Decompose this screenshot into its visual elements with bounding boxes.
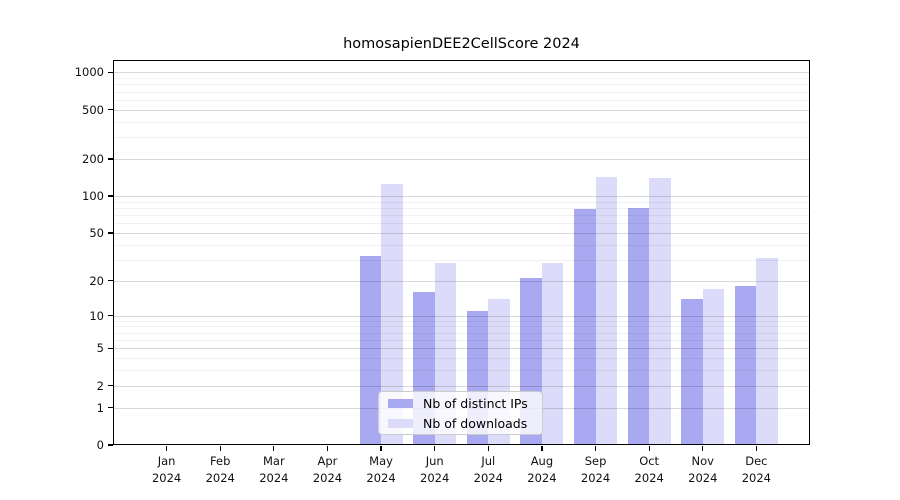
y-tick-label: 0 — [96, 438, 104, 452]
gridline-minor — [113, 244, 810, 246]
x-tick-label: Dec 2024 — [741, 454, 772, 485]
x-tick-label: Jul 2024 — [473, 454, 503, 485]
chart-title: homosapienDEE2CellScore 2024 — [343, 36, 580, 52]
gridline-major — [113, 232, 810, 234]
y-tick-label: 10 — [89, 308, 104, 323]
gridline-minor — [113, 207, 810, 209]
y-tick-mark — [107, 444, 113, 446]
gridline-minor — [113, 137, 810, 139]
gridline-minor — [113, 121, 810, 123]
y-tick-label: 1000 — [74, 65, 104, 80]
legend-swatch-downloads — [388, 418, 413, 428]
y-tick-mark — [107, 347, 113, 349]
gridline-major — [113, 72, 810, 74]
y-tick-mark — [107, 280, 113, 282]
y-tick-mark — [107, 158, 113, 160]
y-tick-mark — [107, 385, 113, 387]
x-tick-mark — [380, 445, 382, 451]
gridline-minor — [113, 84, 810, 86]
x-tick-mark — [326, 445, 329, 451]
bar-ips-oct — [627, 207, 650, 445]
x-tick-label: Mar 2024 — [259, 454, 289, 485]
y-tick-mark — [107, 315, 113, 317]
bar-downloads-nov — [702, 289, 725, 445]
y-tick-label: 1 — [96, 400, 104, 415]
x-tick-mark — [273, 445, 275, 451]
y-tick-mark — [107, 195, 113, 197]
x-tick-label: Jun 2024 — [420, 454, 450, 485]
y-tick-label: 50 — [89, 225, 104, 240]
x-tick-label: Feb 2024 — [205, 454, 235, 485]
plot-area: Nb of distinct IPs Nb of downloads 0 1 2 5 1… — [75, 60, 810, 485]
gridline-minor — [113, 259, 810, 261]
x-tick-mark — [755, 445, 757, 451]
gridline-major — [113, 196, 810, 198]
y-tick-mark — [107, 407, 113, 409]
y-tick-mark — [107, 71, 113, 73]
legend-item-distinct-ips: Nb of distinct IPs — [388, 396, 533, 411]
bar-ips-may — [359, 256, 382, 445]
gridline-major — [113, 109, 810, 111]
bar-downloads-sep — [595, 176, 618, 445]
x-tick-mark — [219, 445, 221, 451]
bar-ips-nov — [681, 298, 703, 445]
y-tick-label: 500 — [82, 102, 104, 117]
y-tick-label: 200 — [82, 151, 104, 166]
gridline-major — [113, 280, 810, 282]
y-tick-mark — [107, 232, 113, 234]
x-tick-label: Nov 2024 — [688, 454, 718, 485]
bar-downloads-oct — [649, 178, 671, 445]
gridline-minor — [113, 215, 810, 217]
y-tick-label: 2 — [96, 378, 104, 393]
x-tick-label: Apr 2024 — [312, 454, 343, 485]
x-tick-label: Sep 2024 — [580, 454, 611, 485]
gridline-major — [113, 158, 810, 160]
bar-downloads-dec — [756, 258, 778, 445]
gridline-minor — [113, 78, 810, 80]
bar-downloads-may — [381, 184, 403, 445]
bar-ips-sep — [574, 209, 596, 445]
x-tick-mark — [487, 445, 489, 451]
gridline-minor — [113, 201, 810, 203]
x-tick-mark — [434, 445, 436, 451]
legend-label-downloads: Nb of downloads — [423, 415, 528, 431]
x-tick-mark — [702, 445, 704, 451]
gridline-minor — [113, 99, 810, 101]
y-tick-label: 100 — [82, 189, 104, 204]
x-tick-label: Jan 2024 — [151, 454, 182, 485]
gridline-minor — [113, 91, 810, 93]
bar-ips-dec — [734, 286, 757, 445]
x-tick-label: May 2024 — [366, 454, 396, 485]
legend-label-distinct-ips: Nb of distinct IPs — [423, 395, 528, 411]
legend-swatch-distinct-ips — [388, 398, 413, 408]
gridline-minor — [113, 223, 810, 225]
x-tick-label: Aug 2024 — [527, 454, 557, 485]
x-tick-mark — [648, 445, 650, 451]
legend-item-downloads: Nb of downloads — [388, 416, 533, 431]
x-tick-mark — [594, 445, 597, 451]
x-tick-label: Oct 2024 — [634, 454, 664, 485]
bar-downloads-aug — [541, 263, 564, 445]
y-tick-label: 5 — [96, 341, 104, 356]
legend: Nb of distinct IPs Nb of downloads — [378, 391, 543, 435]
x-tick-mark — [166, 445, 168, 451]
y-tick-label: 20 — [89, 273, 104, 288]
y-tick-mark — [107, 109, 113, 111]
x-tick-mark — [541, 445, 543, 451]
